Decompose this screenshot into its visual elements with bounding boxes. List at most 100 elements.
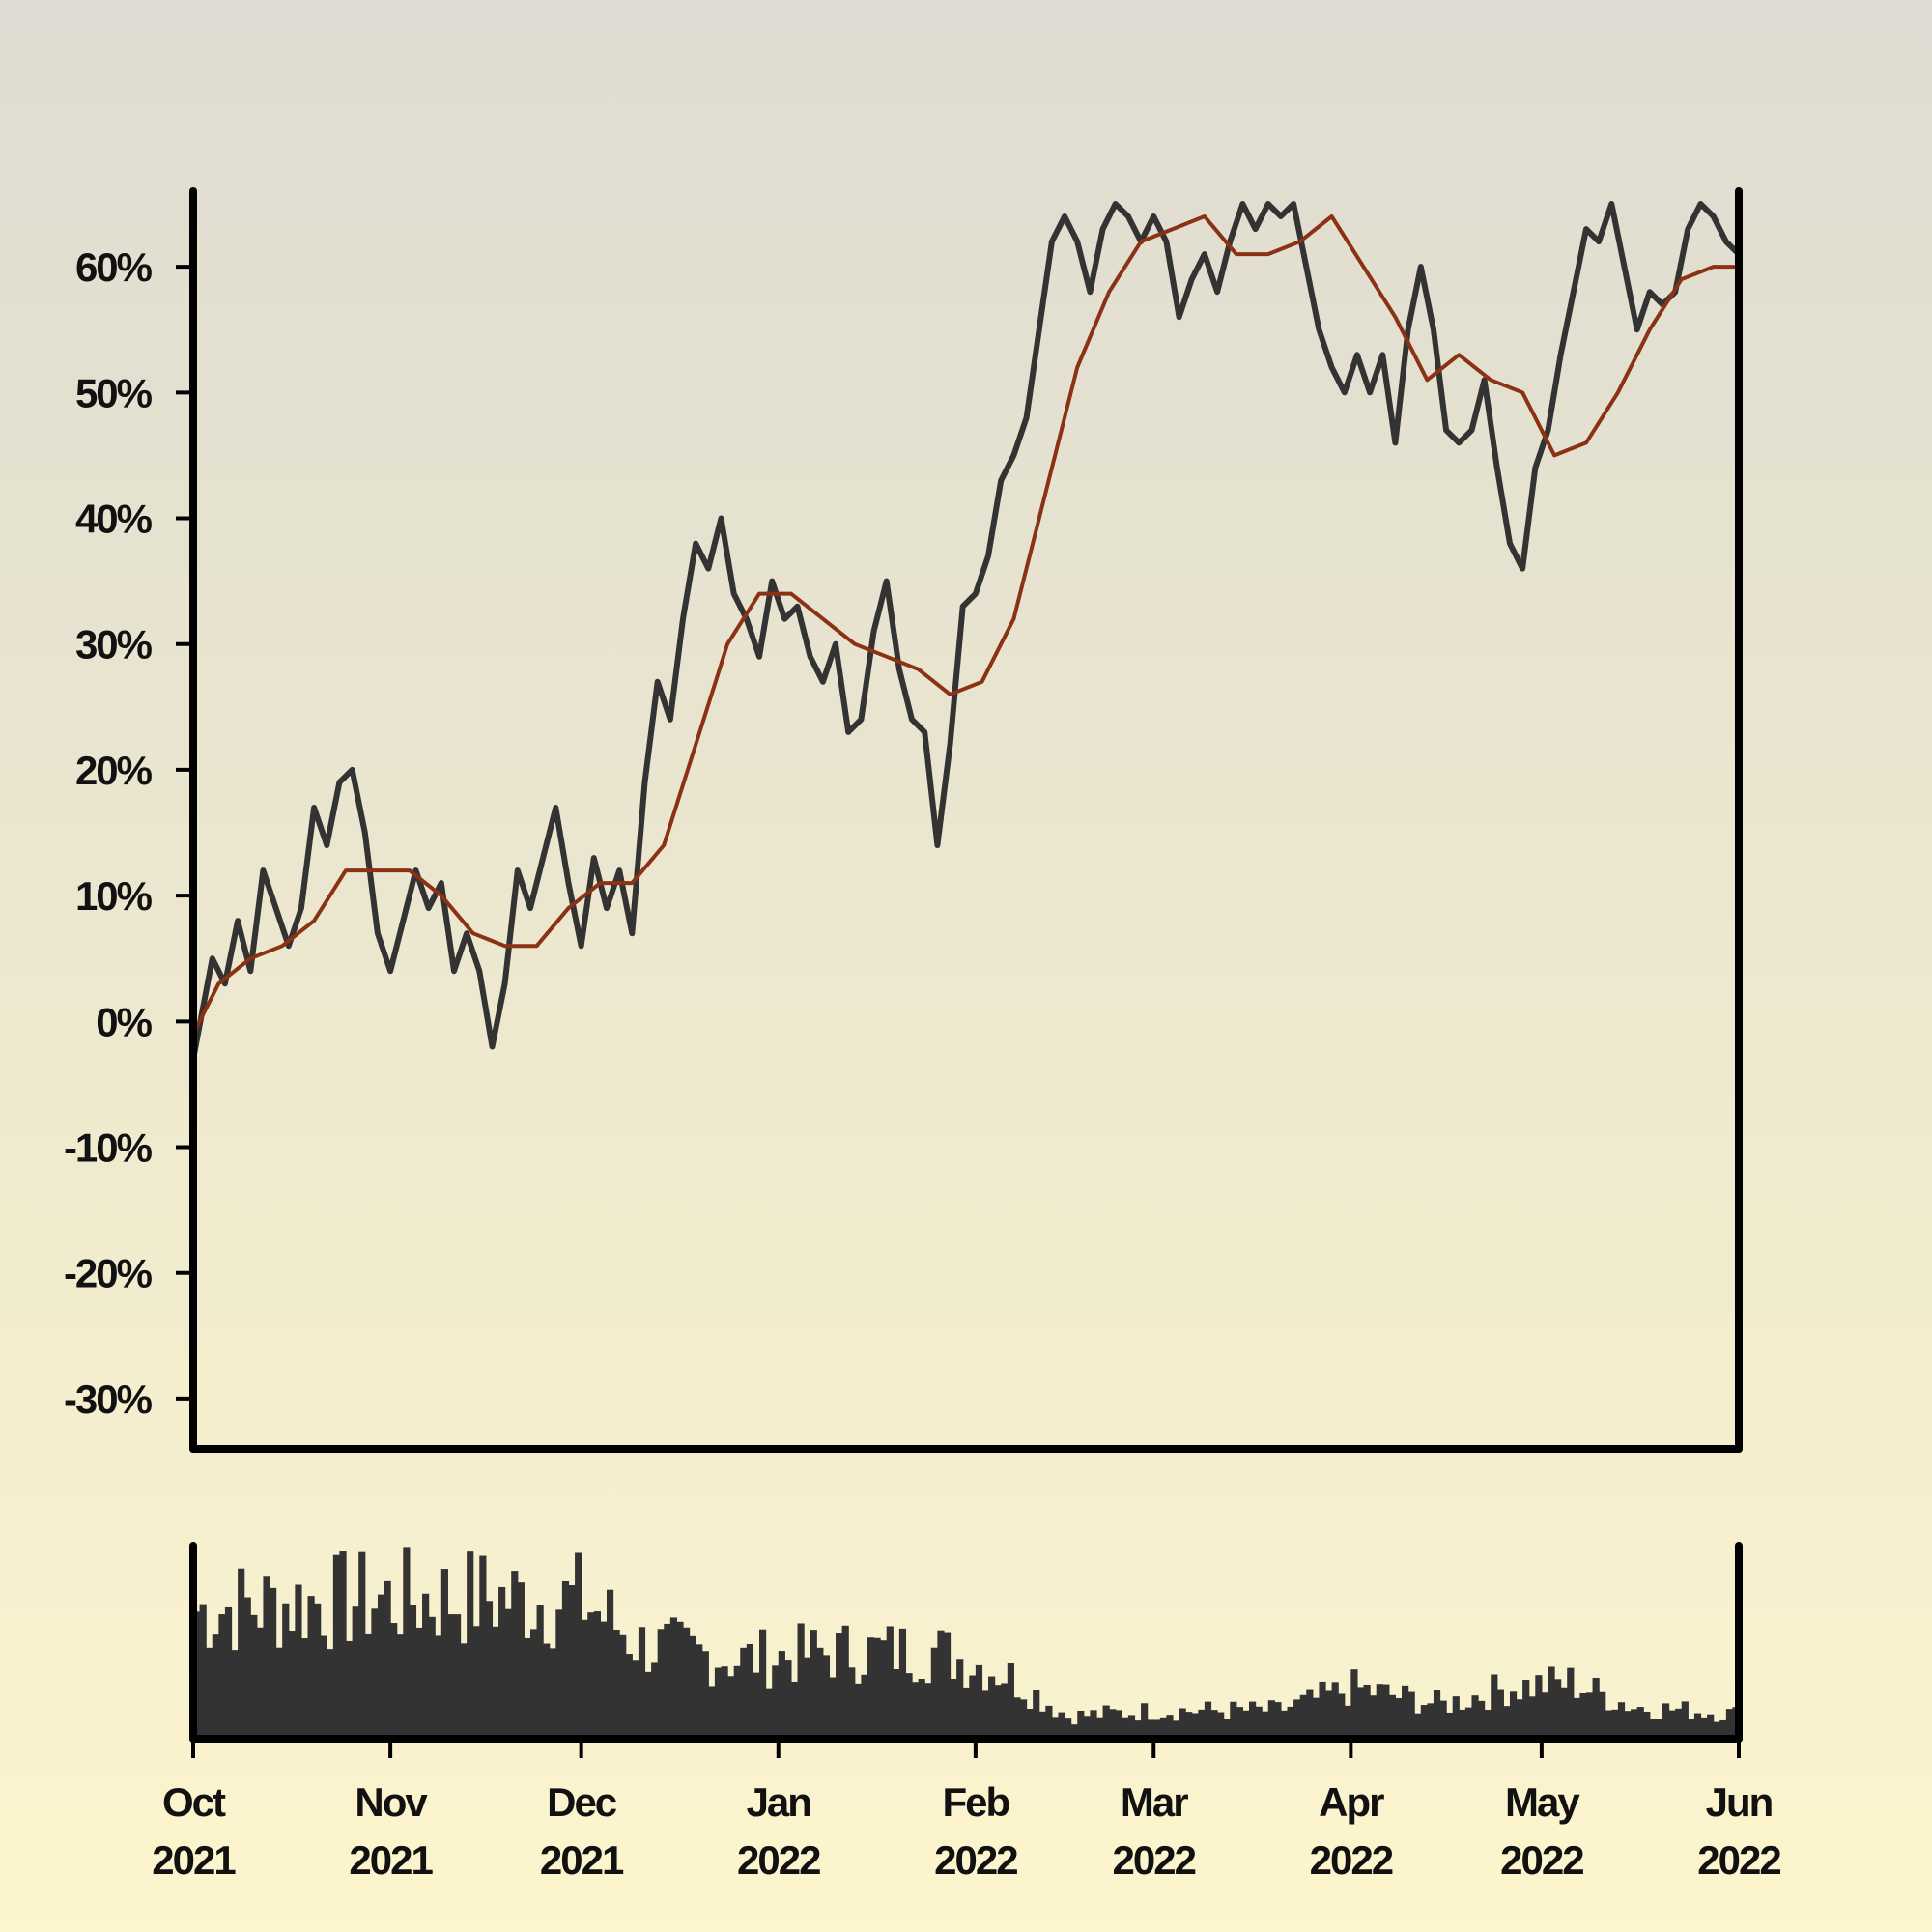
volume-bar [912,1682,920,1739]
axes-frames [189,187,1743,1743]
volume-bar [1700,1717,1708,1739]
volume-bar [1033,1690,1040,1739]
volume-bar [1280,1710,1289,1739]
volume-bar [1579,1692,1587,1739]
x-tick-year: 2021 [152,1837,236,1883]
volume-bar [873,1637,881,1739]
volume-bar [1662,1703,1670,1739]
volume-bar [956,1659,964,1739]
volume-bar [1656,1719,1663,1739]
volume-bar [1707,1714,1715,1739]
y-tick-label: 50% [75,370,153,415]
x-tick-year: 2022 [1697,1837,1780,1883]
volume-bar [638,1627,646,1739]
x-tick-month: Nov [355,1779,428,1825]
volume-bar [1102,1705,1110,1739]
volume-bar [1452,1696,1460,1739]
y-tick-label: 40% [75,497,153,542]
x-tick-month: Mar [1121,1779,1188,1825]
volume-bar [924,1683,932,1739]
volume-bar [498,1586,506,1739]
volume-bar [746,1644,754,1739]
volume-bar [1427,1703,1435,1739]
volume-bar [772,1665,780,1739]
volume-bar [371,1608,379,1739]
volume-bar [390,1623,398,1739]
volume-bar [727,1676,735,1739]
volume-bar [848,1667,856,1739]
volume-bar [517,1582,525,1739]
volume-bar [1045,1705,1053,1739]
volume-bar [898,1628,907,1739]
volume-bar [504,1608,512,1739]
volume-bar [1356,1687,1365,1739]
volume-bar [1459,1709,1466,1739]
volume-bar [950,1678,957,1739]
x-tick-year: 2021 [349,1837,433,1883]
volume-bar [1166,1715,1174,1739]
volume-bar [651,1662,659,1739]
volume-bar [364,1633,372,1739]
y-tick-label: -10% [64,1125,153,1171]
volume-bar [212,1634,219,1739]
volume-bar [1191,1713,1199,1739]
volume-bar [568,1585,576,1739]
volume-bar [962,1687,970,1739]
x-tick-year: 2022 [737,1837,820,1883]
y-tick-label: 0% [96,999,152,1044]
volume-bar [625,1654,633,1739]
x-tick-month: Jun [1706,1779,1773,1825]
volume-bar [250,1614,258,1739]
volume-bar [428,1616,436,1739]
volume-bar [841,1625,849,1739]
volume-bar [600,1621,608,1739]
volume-bar [358,1551,366,1739]
volume-bar [300,1638,309,1739]
volume-bar [1548,1666,1555,1739]
volume-bar [1058,1712,1065,1739]
volume-bar [263,1576,270,1739]
volume-bar [238,1568,245,1739]
volume-bar [199,1604,207,1739]
volume-bar [435,1635,442,1739]
volume-bar [1420,1705,1428,1739]
volume-bar [905,1673,913,1739]
volume-bar [1528,1696,1536,1739]
volume-bar [1274,1702,1282,1739]
volume-bar [1725,1709,1734,1739]
y-tick-label: 10% [75,873,153,919]
volume-bar [377,1594,385,1739]
volume-bar [1299,1694,1307,1739]
x-tick-year: 2021 [540,1837,624,1883]
volume-bar [1414,1713,1422,1739]
volume-bar [1255,1706,1263,1739]
volume-bar [1153,1719,1161,1739]
volume-bar [854,1683,862,1739]
volume-bar [1446,1712,1454,1739]
volume-bar [1083,1716,1091,1739]
volume-bar [1713,1721,1720,1739]
volume-bar [332,1554,341,1739]
volume-bar [1077,1710,1085,1739]
volume-bar [784,1660,792,1739]
volume-bar [1611,1709,1619,1739]
volume-bar [1649,1719,1658,1739]
volume-bar [511,1571,519,1739]
volume-bar [1643,1711,1651,1739]
volume-bar [270,1587,277,1739]
volume-bar [1617,1702,1626,1739]
volume-bar [447,1614,455,1739]
volume-bar [708,1686,716,1739]
volume-bar [593,1611,601,1739]
y-tick-label: 20% [75,748,153,793]
volume-bar [352,1606,359,1739]
volume-bar [1204,1701,1212,1739]
volume-bar [810,1630,817,1739]
volume-bar [1095,1717,1104,1739]
volume-bar [1382,1684,1390,1739]
volume-bar [206,1647,213,1739]
volume-bar [759,1629,767,1739]
volume-bar [937,1630,945,1739]
volume-bar [1388,1694,1397,1739]
volume-bar [529,1629,538,1739]
